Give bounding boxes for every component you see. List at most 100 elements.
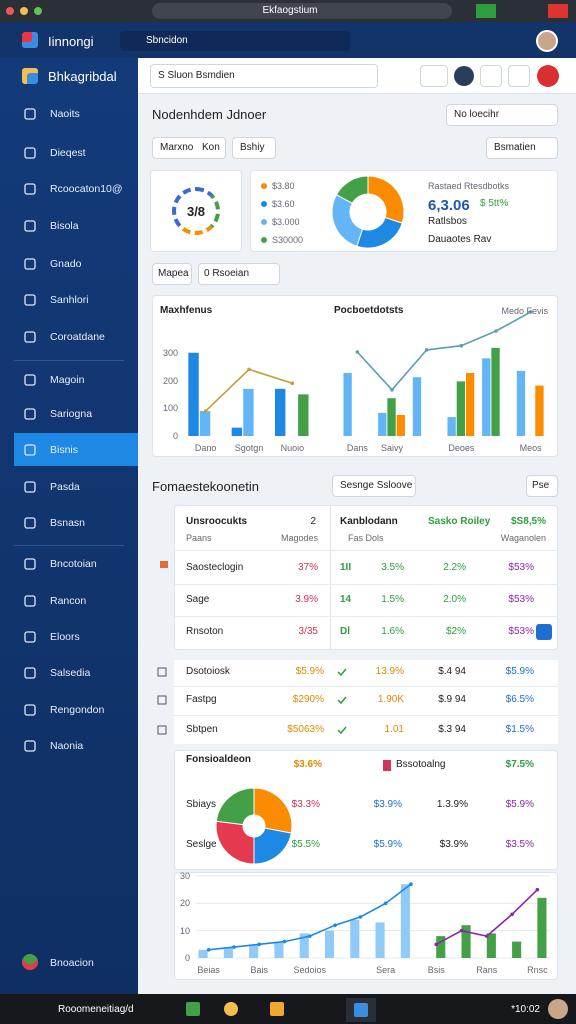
- nav-item[interactable]: Coroatdane: [50, 331, 105, 343]
- tab[interactable]: Kon: [202, 142, 220, 153]
- window-min[interactable]: [20, 7, 28, 15]
- bar: [516, 370, 526, 436]
- taskbar-avatar[interactable]: [548, 999, 568, 1019]
- bar: [535, 385, 544, 436]
- nav-item[interactable]: Dieqest: [50, 147, 86, 159]
- sidebar-footer[interactable]: Bnoacion: [50, 957, 94, 969]
- section-action[interactable]: Pse: [532, 480, 550, 491]
- section-action[interactable]: [526, 475, 558, 497]
- line: [356, 311, 532, 392]
- nav-item[interactable]: Naonia: [50, 740, 84, 752]
- toolbar-button[interactable]: [508, 65, 530, 87]
- control-select[interactable]: [198, 263, 280, 285]
- cell: 13.9%: [375, 666, 404, 677]
- nav-item[interactable]: Rancon: [50, 595, 87, 607]
- taskbar-app[interactable]: [186, 1002, 200, 1016]
- point: [290, 381, 295, 386]
- row-icon: [157, 667, 167, 677]
- point: [535, 887, 540, 892]
- x-tick-label: Dans: [346, 443, 368, 453]
- bar: [447, 417, 456, 436]
- point: [232, 945, 236, 949]
- breakdown-value: $3.6%: [293, 759, 322, 770]
- sidebar-title: Bhkagribdal: [48, 69, 117, 84]
- search-text[interactable]: Sbncidon: [146, 35, 188, 46]
- point: [459, 343, 464, 348]
- column-header: Kanblodann: [340, 516, 398, 527]
- nav-item[interactable]: Gnado: [50, 258, 82, 270]
- status: No loecihr: [454, 109, 500, 120]
- point: [424, 348, 429, 352]
- select-text[interactable]: S Sluon Bsmdien: [158, 70, 235, 81]
- toolbar-button[interactable]: [420, 65, 448, 87]
- cell: $5.5%: [291, 839, 320, 850]
- control-select[interactable]: 0 Rsoeian: [204, 268, 250, 279]
- url-bar[interactable]: [152, 3, 452, 19]
- nav-item[interactable]: Bsnasn: [50, 517, 86, 529]
- nav-item[interactable]: Rcoocaton10@: [50, 183, 123, 195]
- control-label: [152, 263, 192, 285]
- user-icon[interactable]: [454, 66, 474, 86]
- bar: [188, 352, 199, 436]
- nav-icon: [24, 331, 36, 343]
- bar: [274, 941, 284, 958]
- trend-card: [174, 872, 558, 980]
- cell: $53%: [508, 626, 534, 637]
- legend-label: $3.80: [272, 181, 295, 191]
- pie-slice: [253, 827, 292, 865]
- nav-item[interactable]: Eloors: [50, 631, 80, 643]
- expand-button[interactable]: [536, 624, 552, 640]
- nav-item[interactable]: Bisola: [50, 220, 79, 232]
- control-label: Mapea: [158, 268, 189, 279]
- nav-item[interactable]: Pasda: [50, 481, 80, 493]
- search-box[interactable]: [120, 31, 350, 51]
- taskbar-app[interactable]: [354, 1003, 368, 1017]
- tab[interactable]: Marxno: [160, 142, 194, 153]
- cell: $5.9%: [295, 666, 324, 677]
- tab[interactable]: Bshiy: [240, 142, 265, 153]
- extension-icon[interactable]: [476, 4, 496, 18]
- point: [206, 948, 211, 952]
- nav-item[interactable]: Bisnis: [50, 444, 79, 456]
- close-tab[interactable]: [548, 4, 568, 18]
- bar: [324, 930, 335, 958]
- taskbar-search[interactable]: Rooomeneitiag/d: [58, 1004, 134, 1015]
- cell: 3.5%: [381, 562, 404, 573]
- bar: [275, 388, 286, 436]
- nav-item[interactable]: Bncotoian: [50, 558, 97, 570]
- gauge-value: 3/8: [186, 204, 206, 219]
- alert-icon[interactable]: [537, 65, 559, 87]
- app-logo: [22, 32, 38, 48]
- tab[interactable]: [152, 137, 226, 159]
- avatar[interactable]: [536, 30, 558, 52]
- bar: [198, 949, 208, 958]
- nav-item[interactable]: Salsedia: [50, 667, 91, 679]
- taskbar-app[interactable]: [224, 1002, 238, 1016]
- toolbar-button[interactable]: [480, 65, 502, 87]
- window-max[interactable]: [34, 7, 42, 15]
- filter-box[interactable]: [486, 137, 558, 159]
- x-tick-label: Meos: [519, 443, 542, 453]
- nav-item[interactable]: Naoits: [50, 108, 80, 120]
- bar: [482, 358, 491, 436]
- nav-item[interactable]: Sanhlori: [50, 294, 89, 306]
- cell: 1.5%: [381, 594, 404, 605]
- section-button[interactable]: [332, 475, 416, 497]
- cell: $53%: [508, 594, 534, 605]
- nav-item[interactable]: Sariogna: [50, 408, 93, 420]
- section-button[interactable]: Sesnge Ssloove: [340, 480, 413, 491]
- gauge-ring: [172, 187, 220, 235]
- breakdown-title: Fonsioaldeon: [186, 754, 251, 765]
- point: [358, 915, 363, 919]
- tab[interactable]: [232, 137, 276, 159]
- breakdown-total: $7.5%: [505, 759, 534, 770]
- cell: $2%: [445, 626, 466, 637]
- window-close[interactable]: [6, 7, 14, 15]
- cell: $5.9%: [505, 666, 534, 677]
- nav-item[interactable]: Magoin: [50, 374, 85, 386]
- nav-item[interactable]: Rengondon: [50, 704, 105, 716]
- filter[interactable]: Bsmatien: [494, 142, 536, 153]
- taskbar-app[interactable]: [270, 1002, 284, 1016]
- url[interactable]: Ekfaogstium: [262, 5, 318, 16]
- select-box[interactable]: [150, 64, 378, 88]
